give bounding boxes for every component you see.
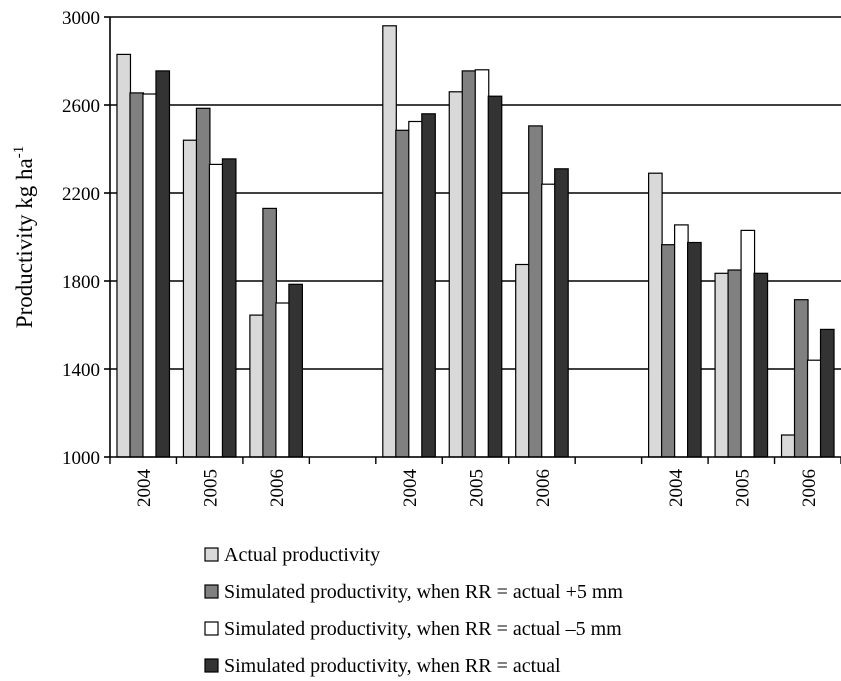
bar xyxy=(182,139,198,458)
legend-swatch xyxy=(204,547,219,562)
bar xyxy=(382,25,397,458)
y-axis-label: Productivity kg ha-1 xyxy=(11,146,37,328)
x-tick-label: 2005 xyxy=(732,469,753,507)
bar xyxy=(793,299,809,458)
bar xyxy=(714,272,730,458)
x-tick-label: 2006 xyxy=(799,469,820,507)
bar xyxy=(448,91,464,458)
x-tick-label: 2006 xyxy=(267,469,288,507)
legend-swatch xyxy=(204,584,219,599)
x-tick-label: 2004 xyxy=(400,469,421,508)
bar xyxy=(408,120,423,458)
y-tick-label: 2600 xyxy=(62,96,100,117)
y-tick-label: 3000 xyxy=(62,8,100,29)
legend-label: Simulated productivity, when RR = actual… xyxy=(224,581,623,603)
bar xyxy=(727,269,743,458)
bar xyxy=(753,272,769,458)
bar xyxy=(221,158,237,458)
y-tick-label: 1400 xyxy=(62,360,100,381)
axes xyxy=(104,16,841,464)
legend-swatch xyxy=(204,658,219,673)
legend-label: Simulated productivity, when RR = actual xyxy=(224,655,561,677)
bar xyxy=(806,359,822,458)
y-tick-labels: 1000 1400 1800 2200 2600 3000 xyxy=(62,8,100,469)
bar xyxy=(528,125,543,458)
bar xyxy=(474,69,490,458)
bar xyxy=(288,283,303,458)
bar xyxy=(262,207,277,458)
bar xyxy=(129,92,145,458)
bar xyxy=(554,168,569,458)
bar xyxy=(661,244,676,458)
x-tick-label: 2004 xyxy=(666,469,687,508)
bar xyxy=(819,328,835,458)
bar xyxy=(208,163,224,458)
bars xyxy=(116,25,835,458)
bar xyxy=(421,113,436,458)
bar xyxy=(461,70,477,458)
bar xyxy=(487,95,503,458)
bar xyxy=(116,53,132,458)
bar xyxy=(674,224,689,458)
bar xyxy=(155,70,171,458)
bar xyxy=(687,241,702,458)
bar xyxy=(395,129,410,458)
legend: Actual productivity Simulated productivit… xyxy=(204,544,623,677)
bar xyxy=(515,263,530,458)
bar xyxy=(780,434,796,458)
bar xyxy=(142,93,158,458)
legend-swatch xyxy=(204,621,219,636)
bar xyxy=(541,183,556,458)
legend-label: Simulated productivity, when RR = actual… xyxy=(224,618,622,640)
bar xyxy=(249,314,264,458)
bar xyxy=(275,302,290,458)
bar xyxy=(740,229,756,458)
x-tick-label: 2004 xyxy=(134,469,155,508)
y-tick-label: 1800 xyxy=(62,272,100,293)
x-tick-label: 2005 xyxy=(467,469,488,507)
y-tick-label: 2200 xyxy=(62,184,100,205)
legend-label: Actual productivity xyxy=(224,544,380,566)
x-tick-label: 2005 xyxy=(201,469,222,507)
bar xyxy=(195,107,211,458)
y-tick-label: 1000 xyxy=(62,448,100,469)
x-tick-label: 2006 xyxy=(533,469,554,507)
bar xyxy=(648,172,663,458)
x-tick-labels: 2004 2005 2006 2004 2005 2006 2004 2005 2006 xyxy=(134,469,820,508)
